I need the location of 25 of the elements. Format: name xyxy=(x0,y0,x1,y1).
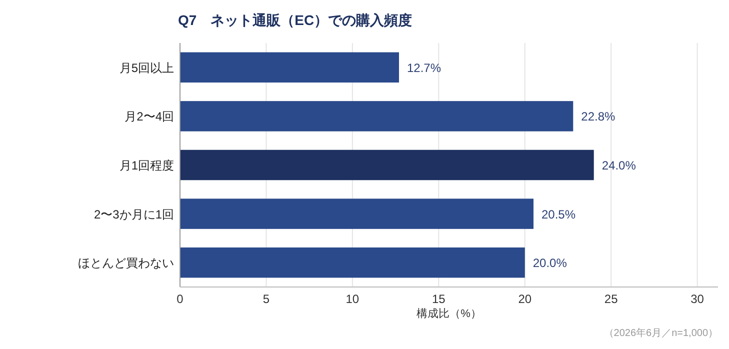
data-label: 20.0% xyxy=(532,256,568,270)
x-tick-label: 30 xyxy=(690,292,704,306)
x-tick-label: 10 xyxy=(346,292,360,306)
data-label: 24.0% xyxy=(602,158,636,172)
x-tick-label: 0 xyxy=(176,292,184,306)
data-label: 20.5% xyxy=(541,207,576,222)
x-tick-label: 15 xyxy=(432,292,446,306)
text: （2026年6月／n=1,000） xyxy=(604,327,718,339)
bar xyxy=(180,101,574,132)
y-tick-label: 月5回以上 xyxy=(119,60,174,75)
x-tick-label: 25 xyxy=(604,292,618,306)
bar xyxy=(180,198,534,229)
data-label: 12.7% xyxy=(406,60,442,75)
bar xyxy=(180,150,594,180)
chart-title: Q7 ネット通販（EC）での購入頻度 xyxy=(178,12,412,28)
y-tick-label: 月2〜4回 xyxy=(124,110,174,124)
x-tick-label: 20 xyxy=(518,292,532,306)
bar xyxy=(180,52,399,83)
y-tick-label: ほとんど買わない xyxy=(78,256,174,270)
data-label: 22.8% xyxy=(581,110,616,124)
y-tick-label: 月1回程度 xyxy=(119,158,174,172)
x-tick-label: 5 xyxy=(262,292,270,306)
x-axis-title: 構成比（%） xyxy=(416,307,482,320)
bar xyxy=(180,247,525,278)
y-tick-label: 2〜3か月に1回 xyxy=(94,207,174,222)
